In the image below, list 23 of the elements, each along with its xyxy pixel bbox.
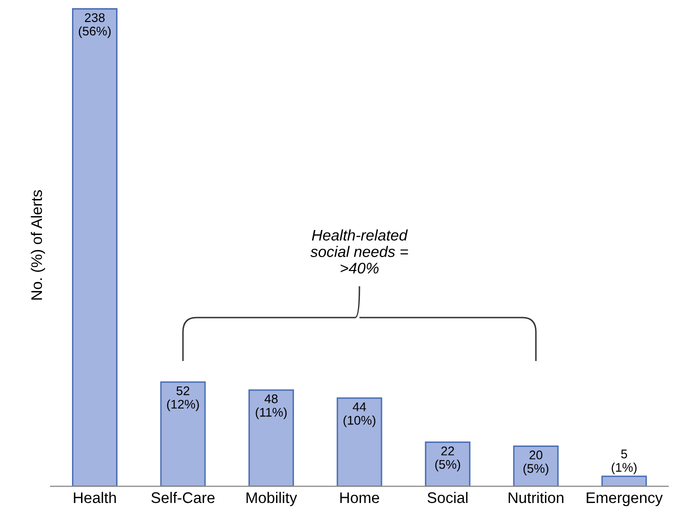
- data-label: 48 (11%): [256, 394, 287, 420]
- annotation: Health-related social needs = >40%: [310, 229, 408, 274]
- bar: [513, 446, 559, 486]
- y-axis-title: No. (%) of Alerts: [30, 190, 46, 300]
- data-label: 22 (5%): [435, 446, 460, 472]
- bar: [601, 476, 647, 486]
- x-tick-label: Self-Care: [151, 492, 215, 504]
- data-label: 52 (12%): [167, 386, 199, 412]
- data-label: 5 (1%): [612, 450, 637, 474]
- x-tick-label: Social: [428, 492, 468, 504]
- x-tick-label: Home: [340, 492, 380, 504]
- bar: [248, 389, 294, 486]
- data-label: 44 (10%): [344, 402, 376, 428]
- bar: [424, 441, 470, 486]
- bar: [160, 381, 206, 486]
- x-tick-label: Nutrition: [508, 492, 564, 504]
- x-tick-label: Mobility: [246, 492, 298, 506]
- bar: [72, 8, 118, 486]
- bar: [336, 397, 382, 486]
- x-tick-label: Emergency: [586, 492, 663, 506]
- x-tick-label: Health: [74, 492, 116, 504]
- data-label: 238 (56%): [78, 13, 111, 38]
- data-label: 20 (5%): [523, 450, 548, 476]
